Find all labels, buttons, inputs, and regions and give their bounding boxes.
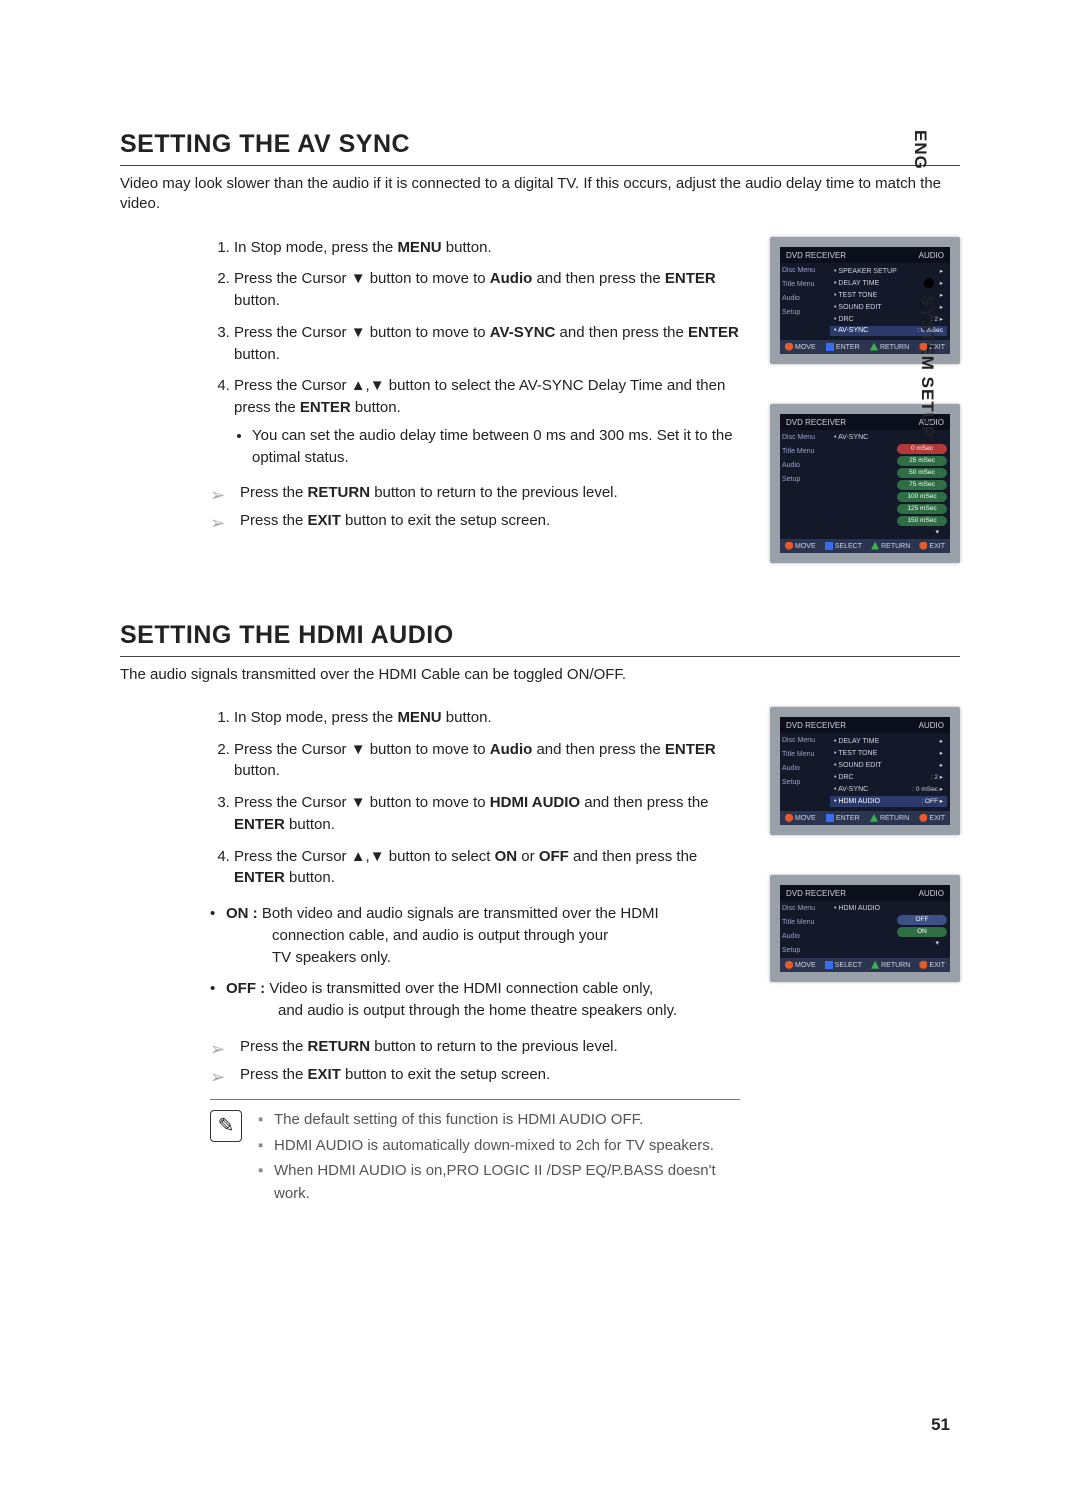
text: Press the Cursor ▲,▼ button to select: [234, 848, 495, 865]
section2-steps: In Stop mode, press the MENU button. Pre…: [210, 707, 740, 889]
text: button.: [234, 292, 280, 309]
text: button to return to the previous level.: [370, 484, 618, 501]
text: Video is transmitted over the HDMI conne…: [269, 980, 653, 997]
keyword: MENU: [397, 239, 441, 256]
text: and then press the: [532, 741, 665, 758]
note-block: ✎ The default setting of this function i…: [210, 1108, 740, 1205]
text: and then press the: [532, 270, 665, 287]
step: Press the Cursor ▼ button to move to HDM…: [234, 792, 740, 836]
note-item: The default setting of this function is …: [258, 1108, 740, 1131]
keyword: RETURN: [308, 1038, 371, 1055]
exit-hint: Press the EXIT button to exit the setup …: [210, 510, 740, 532]
text: button.: [285, 869, 335, 886]
step: Press the Cursor ▲,▼ button to select ON…: [234, 846, 740, 890]
sub-item: You can set the audio delay time between…: [252, 425, 740, 469]
text: and then press the: [569, 848, 697, 865]
note-item: When HDMI AUDIO is on,PRO LOGIC II /DSP …: [258, 1159, 740, 1206]
step: Press the Cursor ▼ button to move to AV-…: [234, 322, 740, 366]
text: button.: [442, 239, 492, 256]
text: button.: [234, 762, 280, 779]
text: Press the Cursor ▼ button to move to: [234, 794, 490, 811]
text: button.: [285, 816, 335, 833]
keyword: ENTER: [665, 741, 716, 758]
text: and then press the: [580, 794, 708, 811]
section1-content: In Stop mode, press the MENU button. Pre…: [120, 237, 960, 563]
text: Press the: [240, 1066, 308, 1083]
text: In Stop mode, press the: [234, 709, 397, 726]
keyword: OFF :: [226, 980, 269, 997]
keyword: ON: [495, 848, 518, 865]
text: and then press the: [555, 324, 688, 341]
section1-intro: Video may look slower than the audio if …: [120, 174, 960, 215]
text: button to exit the setup screen.: [341, 1066, 550, 1083]
keyword: Audio: [490, 270, 533, 287]
section1-steps: In Stop mode, press the MENU button. Pre…: [210, 237, 740, 469]
note-list: The default setting of this function is …: [258, 1108, 740, 1205]
step: In Stop mode, press the MENU button.: [234, 237, 740, 259]
keyword: HDMI AUDIO: [490, 794, 580, 811]
text: button.: [442, 709, 492, 726]
text: button to exit the setup screen.: [341, 512, 550, 529]
text: Press the: [240, 1038, 308, 1055]
section2-intro: The audio signals transmitted over the H…: [120, 665, 960, 685]
page-number: 51: [931, 1415, 950, 1435]
text: Press the Cursor ▼ button to move to: [234, 741, 490, 758]
note-item: HDMI AUDIO is automatically down-mixed t…: [258, 1134, 740, 1157]
keyword: EXIT: [308, 512, 341, 529]
text: Press the Cursor ▼ button to move to: [234, 324, 490, 341]
text: or: [517, 848, 539, 865]
text: button.: [351, 399, 401, 416]
side-tab-dot-icon: [924, 278, 934, 288]
keyword: RETURN: [308, 484, 371, 501]
text: Press the: [240, 512, 308, 529]
keyword: ENTER: [665, 270, 716, 287]
keyword: Audio: [490, 741, 533, 758]
text: connection cable, and audio is output th…: [226, 925, 740, 947]
on-item: ON : Both video and audio signals are tr…: [210, 903, 740, 968]
text: TV speakers only.: [226, 947, 740, 969]
section1-steps-col: In Stop mode, press the MENU button. Pre…: [120, 237, 740, 563]
note-icon: ✎: [210, 1110, 242, 1142]
step: Press the Cursor ▼ button to move to Aud…: [234, 268, 740, 312]
keyword: AV-SYNC: [490, 324, 556, 341]
osd-screenshot-3: DVD RECEIVERAUDIODisc MenuTitle MenuAudi…: [770, 707, 960, 835]
divider: [210, 1099, 740, 1100]
off-item: OFF : Video is transmitted over the HDMI…: [210, 978, 740, 1022]
sub-list: You can set the audio delay time between…: [252, 425, 740, 469]
keyword: ENTER: [234, 816, 285, 833]
section1-title: SETTING THE AV SYNC: [120, 130, 960, 166]
text: button.: [234, 346, 280, 363]
section2-title: SETTING THE HDMI AUDIO: [120, 621, 960, 657]
text: In Stop mode, press the: [234, 239, 397, 256]
keyword: OFF: [539, 848, 569, 865]
side-tab: SYSTEM SETUP: [917, 295, 937, 438]
step: In Stop mode, press the MENU button.: [234, 707, 740, 729]
step: Press the Cursor ▼ button to move to Aud…: [234, 739, 740, 783]
keyword: MENU: [397, 709, 441, 726]
text: button to return to the previous level.: [370, 1038, 618, 1055]
section2-steps-col: In Stop mode, press the MENU button. Pre…: [120, 707, 740, 1208]
keyword: ENTER: [688, 324, 739, 341]
language-tab: ENG: [910, 130, 930, 170]
manual-page: ENG SYSTEM SETUP SETTING THE AV SYNC Vid…: [0, 0, 1080, 1495]
text: Press the: [240, 484, 308, 501]
exit-hint: Press the EXIT button to exit the setup …: [210, 1064, 740, 1086]
step: Press the Cursor ▲,▼ button to select th…: [234, 375, 740, 468]
keyword: EXIT: [308, 1066, 341, 1083]
osd-screenshot-4: DVD RECEIVERAUDIODisc MenuTitle MenuAudi…: [770, 875, 960, 982]
return-hint: Press the RETURN button to return to the…: [210, 482, 740, 504]
section2-content: In Stop mode, press the MENU button. Pre…: [120, 707, 960, 1208]
text: and audio is output through the home the…: [226, 1000, 740, 1022]
keyword: ON :: [226, 905, 262, 922]
keyword: ENTER: [234, 869, 285, 886]
text: Both video and audio signals are transmi…: [262, 905, 659, 922]
keyword: ENTER: [300, 399, 351, 416]
on-off-list: ON : Both video and audio signals are tr…: [210, 903, 740, 1022]
section2-osd-col: DVD RECEIVERAUDIODisc MenuTitle MenuAudi…: [770, 707, 960, 1208]
return-hint: Press the RETURN button to return to the…: [210, 1036, 740, 1058]
text: Press the Cursor ▼ button to move to: [234, 270, 490, 287]
